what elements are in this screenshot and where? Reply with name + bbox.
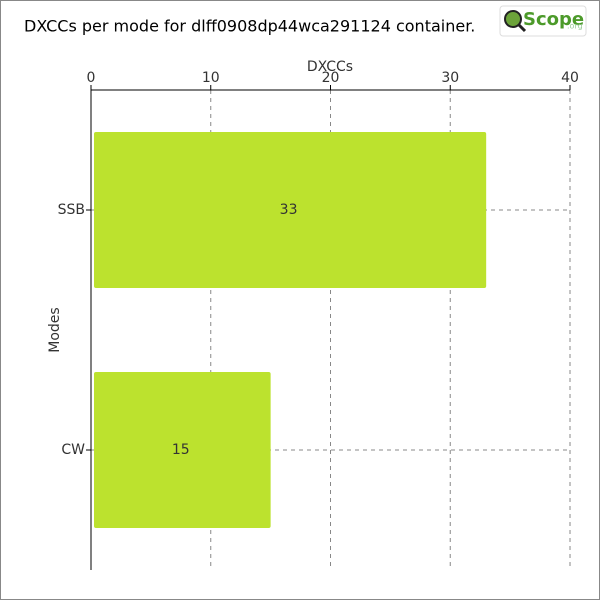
value-label: 33 [280,202,298,218]
logo-icon-handle [517,23,527,33]
logo-icon [504,10,522,28]
x-tick-label: 20 [322,70,340,86]
logo-suffix: .org [567,22,583,31]
x-axis-label: DXCCs [307,59,353,75]
logo: Scope .org [499,5,587,37]
x-tick-label: 0 [87,70,96,86]
y-tick-label: SSB [58,202,85,218]
bar [94,372,271,528]
x-tick-label: 30 [441,70,459,86]
logo-text: Scope [523,9,584,30]
bar [94,132,487,288]
chart-title: DXCCs per mode for dlff0908dp44wca291124… [24,17,475,36]
y-axis-label: Modes [47,307,63,352]
y-tick-label: CW [61,442,85,458]
x-tick-label: 40 [561,70,579,86]
x-tick-label: 10 [202,70,220,86]
value-label: 15 [172,442,190,458]
